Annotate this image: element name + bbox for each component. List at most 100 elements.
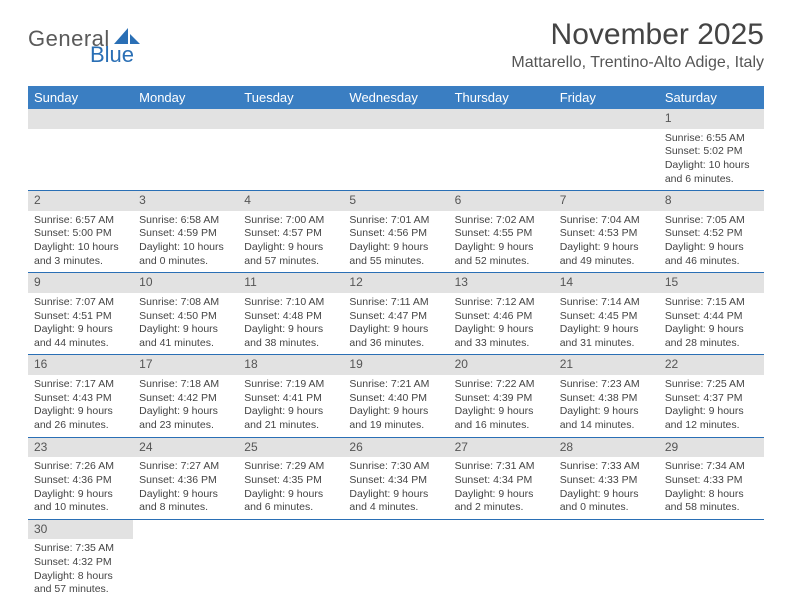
location-subtitle: Mattarello, Trentino-Alto Adige, Italy [511,54,764,72]
day-detail-line: Sunset: 4:40 PM [349,392,442,406]
day-detail-line: and 38 minutes. [244,337,337,351]
day-details: Sunrise: 7:10 AMSunset: 4:48 PMDaylight:… [238,293,343,355]
day-number: 5 [343,191,448,211]
day-detail-line: and 12 minutes. [665,419,758,433]
day-details: Sunrise: 7:31 AMSunset: 4:34 PMDaylight:… [449,457,554,519]
day-detail-line: Daylight: 9 hours [244,241,337,255]
day-details: Sunrise: 7:00 AMSunset: 4:57 PMDaylight:… [238,211,343,273]
calendar-cell: 15Sunrise: 7:15 AMSunset: 4:44 PMDayligh… [659,273,764,355]
calendar-cell: 7Sunrise: 7:04 AMSunset: 4:53 PMDaylight… [554,191,659,273]
day-details: Sunrise: 7:14 AMSunset: 4:45 PMDaylight:… [554,293,659,355]
day-detail-line: Sunset: 4:39 PM [455,392,548,406]
day-detail-line: Sunset: 4:42 PM [139,392,232,406]
calendar-cell: 17Sunrise: 7:18 AMSunset: 4:42 PMDayligh… [133,355,238,437]
day-details: Sunrise: 7:29 AMSunset: 4:35 PMDaylight:… [238,457,343,519]
day-detail-line: Sunset: 4:57 PM [244,227,337,241]
day-detail-line: Sunset: 4:36 PM [139,474,232,488]
day-number: 16 [28,355,133,375]
calendar-cell: 6Sunrise: 7:02 AMSunset: 4:55 PMDaylight… [449,191,554,273]
day-detail-line: Sunrise: 7:23 AM [560,378,653,392]
day-number-empty [449,109,554,129]
day-details: Sunrise: 7:35 AMSunset: 4:32 PMDaylight:… [28,539,133,601]
day-detail-line: and 6 minutes. [665,173,758,187]
day-number: 29 [659,438,764,458]
day-detail-line: Sunrise: 6:55 AM [665,132,758,146]
day-detail-line: Sunrise: 6:58 AM [139,214,232,228]
calendar-week-row: 30Sunrise: 7:35 AMSunset: 4:32 PMDayligh… [28,519,764,601]
day-detail-line: and 3 minutes. [34,255,127,269]
day-number: 22 [659,355,764,375]
calendar-cell: 30Sunrise: 7:35 AMSunset: 4:32 PMDayligh… [28,519,133,601]
weekday-header: Wednesday [343,86,448,109]
day-detail-line: Daylight: 9 hours [244,488,337,502]
day-detail-line: Sunrise: 7:11 AM [349,296,442,310]
day-number: 28 [554,438,659,458]
day-details: Sunrise: 7:11 AMSunset: 4:47 PMDaylight:… [343,293,448,355]
day-detail-line: Daylight: 9 hours [139,323,232,337]
calendar-cell [449,519,554,601]
day-detail-line: Sunset: 4:46 PM [455,310,548,324]
weekday-header: Sunday [28,86,133,109]
day-detail-line: and 52 minutes. [455,255,548,269]
day-detail-line: Sunset: 4:44 PM [665,310,758,324]
day-detail-line: and 0 minutes. [139,255,232,269]
day-detail-line: Daylight: 8 hours [34,570,127,584]
day-detail-line: Sunset: 4:36 PM [34,474,127,488]
day-number: 26 [343,438,448,458]
calendar-cell: 1Sunrise: 6:55 AMSunset: 5:02 PMDaylight… [659,109,764,191]
day-detail-line: Daylight: 9 hours [455,405,548,419]
calendar-cell [238,519,343,601]
day-detail-line: Daylight: 9 hours [34,488,127,502]
calendar-cell [554,109,659,191]
day-detail-line: Sunrise: 7:12 AM [455,296,548,310]
calendar-cell [238,109,343,191]
day-details: Sunrise: 7:26 AMSunset: 4:36 PMDaylight:… [28,457,133,519]
day-detail-line: Sunset: 4:35 PM [244,474,337,488]
day-number: 8 [659,191,764,211]
day-details: Sunrise: 7:21 AMSunset: 4:40 PMDaylight:… [343,375,448,437]
calendar-cell [133,109,238,191]
calendar-cell: 21Sunrise: 7:23 AMSunset: 4:38 PMDayligh… [554,355,659,437]
day-detail-line: and 36 minutes. [349,337,442,351]
day-detail-line: Sunset: 4:47 PM [349,310,442,324]
day-detail-line: Sunrise: 7:19 AM [244,378,337,392]
day-number-empty [554,109,659,129]
day-detail-line: Daylight: 9 hours [349,323,442,337]
day-detail-line: Sunrise: 7:15 AM [665,296,758,310]
day-number: 12 [343,273,448,293]
day-detail-line: and 23 minutes. [139,419,232,433]
day-detail-line: Daylight: 9 hours [455,323,548,337]
day-details: Sunrise: 7:18 AMSunset: 4:42 PMDaylight:… [133,375,238,437]
day-detail-line: Sunset: 4:37 PM [665,392,758,406]
day-details: Sunrise: 7:02 AMSunset: 4:55 PMDaylight:… [449,211,554,273]
day-detail-line: Sunrise: 7:22 AM [455,378,548,392]
day-detail-line: Sunset: 4:34 PM [349,474,442,488]
day-detail-line: Daylight: 9 hours [349,241,442,255]
day-detail-line: Daylight: 10 hours [665,159,758,173]
day-number-empty [238,109,343,129]
day-details: Sunrise: 7:17 AMSunset: 4:43 PMDaylight:… [28,375,133,437]
calendar-cell [554,519,659,601]
day-detail-line: Daylight: 9 hours [665,405,758,419]
calendar-cell: 10Sunrise: 7:08 AMSunset: 4:50 PMDayligh… [133,273,238,355]
logo-text-blue: Blue [90,42,134,67]
day-details: Sunrise: 7:07 AMSunset: 4:51 PMDaylight:… [28,293,133,355]
day-detail-line: and 0 minutes. [560,501,653,515]
weekday-header: Friday [554,86,659,109]
calendar-cell: 16Sunrise: 7:17 AMSunset: 4:43 PMDayligh… [28,355,133,437]
day-detail-line: and 6 minutes. [244,501,337,515]
day-detail-line: Daylight: 9 hours [349,405,442,419]
day-detail-line: Sunset: 4:59 PM [139,227,232,241]
calendar-cell: 2Sunrise: 6:57 AMSunset: 5:00 PMDaylight… [28,191,133,273]
day-detail-line: Sunrise: 7:02 AM [455,214,548,228]
calendar-cell: 5Sunrise: 7:01 AMSunset: 4:56 PMDaylight… [343,191,448,273]
day-detail-line: and 28 minutes. [665,337,758,351]
day-detail-line: Sunrise: 7:08 AM [139,296,232,310]
day-detail-line: and 16 minutes. [455,419,548,433]
day-detail-line: and 46 minutes. [665,255,758,269]
day-details: Sunrise: 6:55 AMSunset: 5:02 PMDaylight:… [659,129,764,191]
calendar-cell: 19Sunrise: 7:21 AMSunset: 4:40 PMDayligh… [343,355,448,437]
day-details: Sunrise: 7:08 AMSunset: 4:50 PMDaylight:… [133,293,238,355]
day-number-empty [28,109,133,129]
day-details: Sunrise: 7:15 AMSunset: 4:44 PMDaylight:… [659,293,764,355]
